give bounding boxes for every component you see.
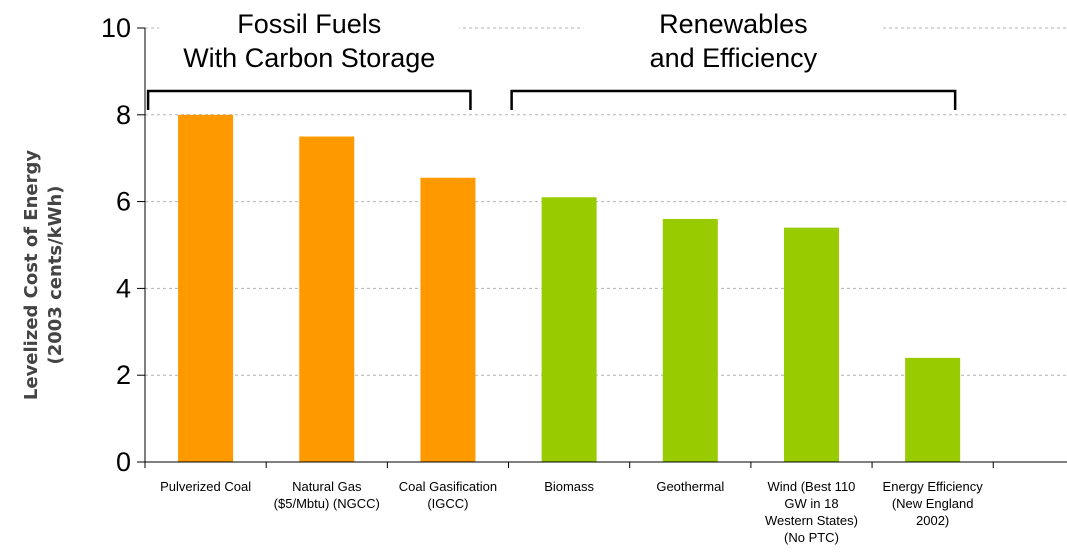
y-tick-labels: 0 2 4 6 8 10 (101, 13, 131, 477)
gridlines (145, 28, 1067, 375)
x-tick-label: Energy Efficiency (New England 2002) (883, 479, 984, 528)
x-tick-label: Natural Gas ($5/Mbtu) (NGCC) (274, 479, 380, 511)
x-tick-label: Coal Gasification (IGCC) (399, 479, 497, 511)
x-tick-labels: Pulverized Coal Natural Gas ($5/Mbtu) (NGC… (160, 479, 983, 545)
y-tick-label: 4 (116, 273, 131, 303)
bar (542, 197, 597, 462)
y-tick-label: 2 (116, 360, 131, 390)
y-tick-label: 8 (116, 100, 131, 130)
x-tick-label: Pulverized Coal (160, 479, 251, 494)
group-annotations: Fossil Fuels With Carbon StorageRenewable… (148, 2, 955, 110)
y-tick-label: 10 (101, 13, 131, 43)
y-tick-label: 0 (116, 447, 131, 477)
group-bracket (512, 91, 956, 110)
group-bracket (148, 91, 470, 110)
bar (663, 219, 718, 462)
bar (784, 228, 839, 462)
bar (905, 358, 960, 462)
bar (178, 115, 233, 462)
x-tick-label: Geothermal (656, 479, 724, 494)
x-tick-label: Wind (Best 110 GW in 18 Western States) (No… (765, 479, 858, 545)
bar (299, 137, 354, 463)
bar (420, 178, 475, 462)
x-tick-label: Biomass (544, 479, 594, 494)
y-tick-label: 6 (116, 187, 131, 217)
y-axis-label: Levelized Cost of Energy (2003 cents/kWh) (21, 150, 66, 401)
